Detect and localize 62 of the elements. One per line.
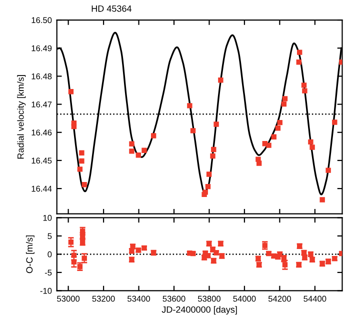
x-tick-label: 53400 [128,296,150,302]
point [142,148,147,153]
point [320,197,325,202]
point [187,103,192,108]
point [79,158,84,164]
point [281,101,287,107]
x-tick-label: 54400 [304,296,326,302]
y-tick-label: 16.50 [32,17,52,24]
point [326,168,331,173]
y-tick-label: -5 [44,270,52,276]
point [282,96,288,102]
point [150,133,156,138]
y-axis-title: O-C [m/s] [26,236,34,274]
point [202,190,208,195]
point [296,60,302,65]
point [301,82,307,88]
point [210,153,216,159]
chart-title: HD 45364 [92,5,132,12]
x-tick-label: 54200 [268,296,291,302]
point [310,144,315,150]
y-tick-label: 16.44 [32,186,52,192]
point [332,120,338,125]
x-tick-label: 53600 [162,296,186,302]
y-tick-label: 16.47 [32,101,52,108]
y-axis-title: Radial velocity [km/s] [17,75,26,159]
x-axis-title: JD-2400000 [days] [162,306,237,315]
point [136,152,142,158]
point [275,126,281,131]
point [80,240,86,245]
point [214,122,219,127]
point [205,184,211,190]
y-tick-label: -10 [40,288,52,294]
point [68,240,74,245]
point [79,150,84,156]
point [77,166,83,172]
point [82,182,87,188]
y-tick-label: 16.45 [32,158,52,164]
point [256,160,262,166]
x-tick-label: 53000 [57,296,80,302]
point [129,141,134,146]
point [271,134,276,140]
point [302,88,308,94]
point [206,172,212,177]
x-tick-label: 53800 [198,296,220,302]
point [266,142,272,148]
point [277,120,282,126]
point [297,50,302,55]
x-tick-label: 54000 [233,296,256,302]
point [71,124,77,130]
y-tick-label: 0 [48,251,52,258]
y-tick-label: 16.48 [32,73,52,80]
y-tick-label: 16.49 [32,45,52,52]
y-tick-label: 16.46 [32,130,52,136]
point [218,78,224,83]
point [211,146,216,152]
x-tick-label: 53200 [92,296,115,302]
point [190,128,196,134]
y-tick-label: 5 [48,233,52,240]
y-tick-label: 10 [43,214,52,221]
point [308,139,314,145]
point [129,148,134,154]
point [68,89,74,94]
